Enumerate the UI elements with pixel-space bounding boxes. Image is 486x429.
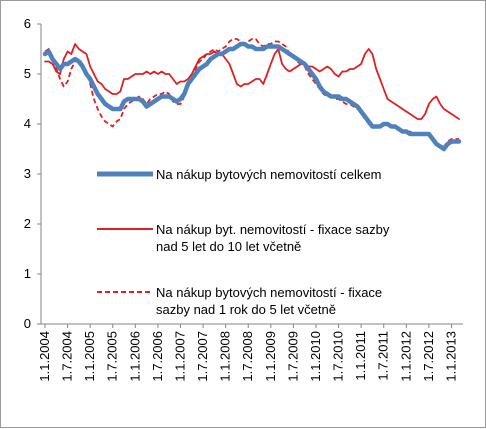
y-tick-label: 3: [24, 166, 31, 181]
x-tick-label: 1.1.2010: [308, 331, 323, 382]
legend-label-fix-5-10-line2: nad 5 let do 10 let včetně: [156, 239, 301, 254]
y-tick-label: 4: [24, 116, 31, 131]
y-tick-label: 6: [24, 16, 31, 31]
legend: Na nákup bytových nemovitostí celkem Na …: [97, 167, 390, 317]
series-layer: [42, 38, 462, 152]
x-tick-label: 1.1.2007: [172, 331, 187, 382]
x-tick-label: 1.1.2006: [127, 331, 142, 382]
x-tick-label: 1.7.2007: [195, 331, 210, 382]
x-tick-label: 1.1.2009: [263, 331, 278, 382]
x-tick-label: 1.7.2009: [285, 331, 300, 382]
x-tick-label: 1.1.2005: [82, 331, 97, 382]
x-tick-label: 1.1.2004: [37, 331, 52, 382]
x-tick-label: 1.7.2008: [240, 331, 255, 382]
x-tick-label: 1.1.2008: [218, 331, 233, 382]
x-tick-label: 1.7.2012: [421, 331, 436, 382]
x-tick-label: 1.1.2013: [443, 331, 458, 382]
legend-label-fix-5-10-line1: Na nákup byt. nemovitostí - fixace sazby: [156, 222, 390, 237]
legend-label-total: Na nákup bytových nemovitostí celkem: [156, 167, 381, 182]
x-tick-label: 1.7.2006: [150, 331, 165, 382]
y-tick-label: 5: [24, 66, 31, 81]
legend-label-fix-1-5-line2: sazby nad 1 rok do 5 let včetně: [156, 302, 336, 317]
axes: 0 1 2 3 4 5 6 1.1.2004 1.7.2004 1.1.2005 1.7.2005 1…: [24, 16, 463, 382]
x-tick-label: 1.7.2010: [331, 331, 346, 382]
series-line-total: [42, 41, 462, 152]
series-line-fix-5-10: [44, 43, 460, 120]
x-tick-label: 1.1.2011: [353, 331, 368, 381]
x-tick-label: 1.7.2005: [105, 331, 120, 382]
y-tick-label: 1: [24, 266, 31, 281]
x-tick-label: 1.7.2004: [60, 331, 75, 382]
y-tick-label: 2: [24, 216, 31, 231]
legend-label-fix-1-5-line1: Na nákup bytových nemovitostí - fixace: [156, 285, 382, 300]
x-tick-label: 1.1.2012: [398, 331, 413, 382]
y-tick-label: 0: [24, 316, 31, 331]
x-tick-label: 1.7.2011: [376, 331, 391, 381]
